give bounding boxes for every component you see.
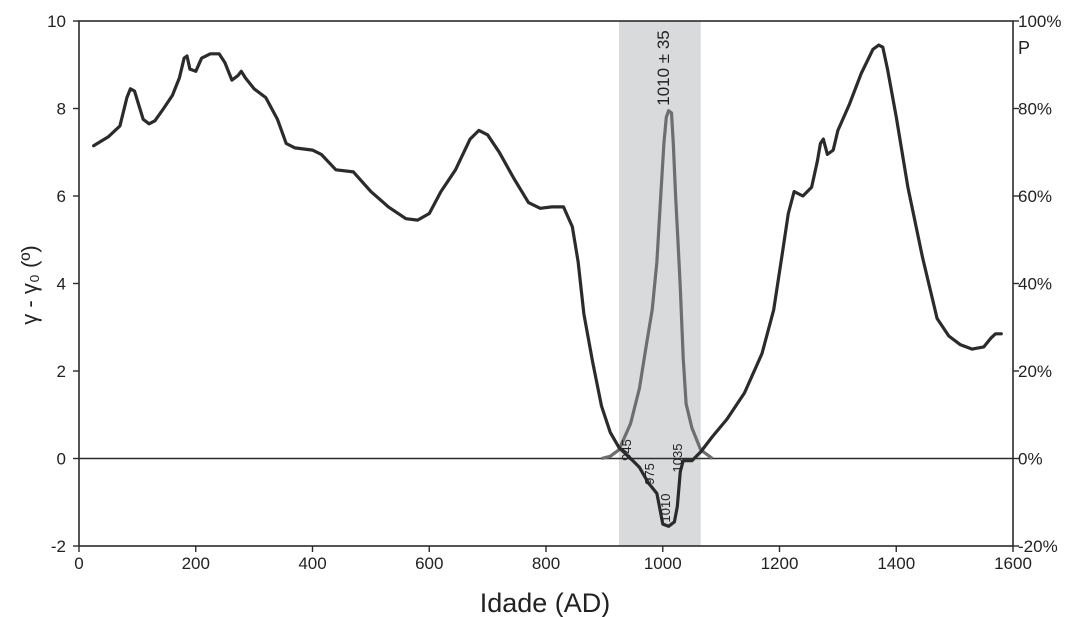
y-axis-title: γ - γ₀ (º) xyxy=(17,245,42,324)
x-tick-label: 1600 xyxy=(994,554,1032,573)
x-tick-label: 200 xyxy=(182,554,210,573)
y-tick-label: -2 xyxy=(51,537,66,556)
y-axis-right: -20% 0% 20% 40% 60% 80% 100% xyxy=(1013,12,1061,556)
intersection-label-945: 945 xyxy=(619,439,634,461)
y-tick-label: 2 xyxy=(57,362,66,381)
plot-frame xyxy=(78,20,1014,547)
y2-tick-label: 0% xyxy=(1018,450,1043,469)
declination-curve xyxy=(92,43,1003,528)
x-tick-label: 1400 xyxy=(877,554,915,573)
intersection-label-975: 975 xyxy=(642,463,657,485)
y-tick-label: 4 xyxy=(57,275,66,294)
x-tick-label: 1200 xyxy=(761,554,799,573)
minimum-label-1010: 1010 xyxy=(658,494,673,523)
y2-tick-label: 20% xyxy=(1018,362,1052,381)
x-tick-label: 0 xyxy=(74,554,83,573)
x-tick-label: 1000 xyxy=(644,554,682,573)
x-tick-label: 800 xyxy=(532,554,560,573)
y-tick-label: 6 xyxy=(57,187,66,206)
x-axis-title: Idade (AD) xyxy=(480,588,611,617)
x-axis: 0 200 400 600 800 1000 1200 1400 1600 xyxy=(74,546,1032,573)
y2-tick-label: 40% xyxy=(1018,275,1052,294)
intersection-label-1035: 1035 xyxy=(670,444,685,473)
y2-tick-label: 100% xyxy=(1018,12,1061,31)
y2-tick-label: 80% xyxy=(1018,100,1052,119)
y2-axis-title: P xyxy=(1018,38,1030,58)
y-axis-left: -2 0 2 4 6 8 10 xyxy=(47,12,79,556)
probability-curve xyxy=(601,109,714,461)
y-tick-label: 8 xyxy=(57,100,66,119)
y2-tick-label: 60% xyxy=(1018,187,1052,206)
y2-tick-label: -20% xyxy=(1018,537,1058,556)
y-tick-label: 10 xyxy=(47,12,66,31)
x-tick-label: 400 xyxy=(298,554,326,573)
peak-age-label: 1010 ± 35 xyxy=(654,30,673,106)
x-tick-label: 600 xyxy=(415,554,443,573)
y-tick-label: 0 xyxy=(57,450,66,469)
